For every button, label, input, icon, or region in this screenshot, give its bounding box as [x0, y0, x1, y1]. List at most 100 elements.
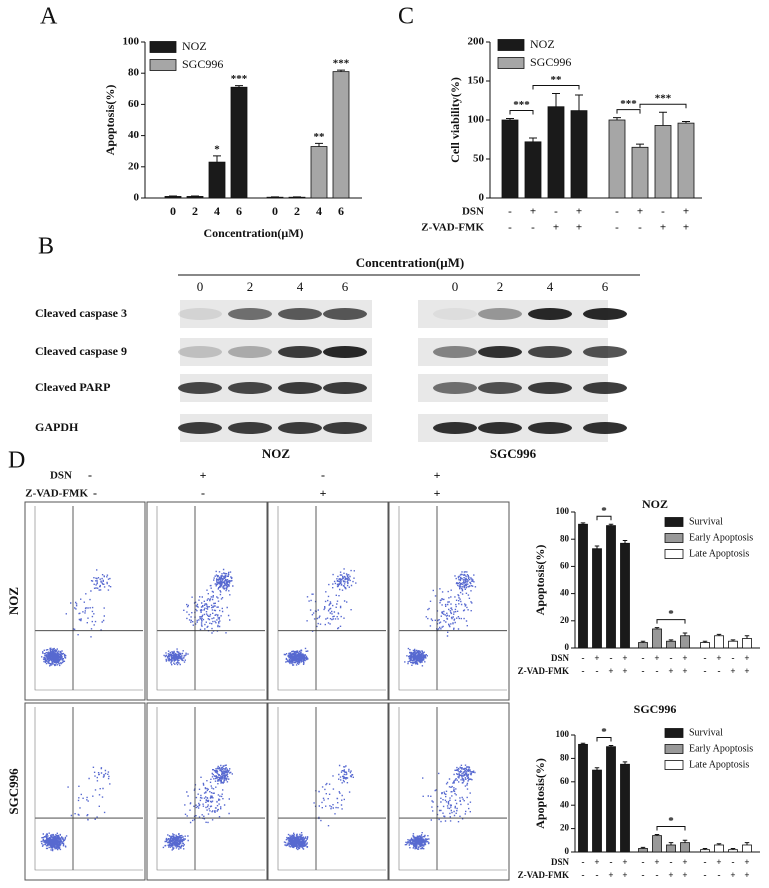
bar — [620, 542, 630, 649]
condition-sign: + — [654, 857, 659, 867]
condition-sign: - — [704, 870, 707, 880]
bar — [666, 640, 676, 649]
legend-swatch — [664, 533, 684, 543]
condition-sign: - — [615, 206, 619, 218]
bar — [501, 119, 519, 199]
condition-sign: - — [201, 486, 205, 500]
condition-sign: + — [434, 468, 441, 482]
bar — [620, 763, 630, 853]
significance-label: * — [601, 505, 607, 517]
flow-axes — [398, 506, 507, 691]
condition-sign: + — [622, 653, 627, 663]
flow-panel — [388, 702, 510, 881]
condition-sign: + — [682, 870, 687, 880]
error-bar — [580, 522, 586, 525]
error-bar — [622, 761, 628, 765]
y-tick-label: 20 — [560, 823, 570, 833]
panel-letter: A — [40, 4, 58, 30]
condition-sign: - — [508, 206, 512, 218]
condition-sign: - — [508, 222, 512, 234]
y-tick-label: 20 — [128, 160, 140, 172]
concentration-label: 4 — [297, 279, 304, 294]
flow-axes — [277, 506, 386, 691]
condition-sign: + — [744, 870, 749, 880]
concentration-label: 4 — [547, 279, 554, 294]
bar — [164, 196, 182, 199]
blot-band — [178, 308, 222, 320]
legend-swatch — [664, 728, 684, 738]
x-axis-label: Concentration(μM) — [203, 226, 303, 240]
quadrant-lines — [35, 506, 143, 690]
blot-band — [433, 308, 477, 320]
condition-name: Z-VAD-FMK — [25, 488, 88, 500]
condition-sign: - — [642, 870, 645, 880]
legend-swatch — [149, 41, 177, 53]
condition-sign: + — [622, 857, 627, 867]
error-bar — [552, 92, 560, 107]
concentration-label: 0 — [197, 279, 204, 294]
panel-letter: C — [398, 4, 414, 30]
condition-sign: + — [682, 666, 687, 676]
flow-panel — [24, 702, 146, 881]
flow-panel — [388, 501, 510, 701]
y-tick-label: 150 — [468, 75, 485, 87]
condition-sign: - — [582, 653, 585, 663]
flow-events — [163, 568, 234, 666]
blot-band — [583, 346, 627, 358]
condition-sign: + — [200, 468, 207, 482]
bar — [742, 638, 752, 649]
significance-bracket — [596, 515, 612, 521]
concentration-label: 6 — [602, 279, 609, 294]
condition-sign: - — [582, 870, 585, 880]
bar — [524, 141, 542, 199]
error-bar — [213, 155, 221, 163]
legend-swatch — [664, 517, 684, 527]
legend-swatch — [664, 549, 684, 559]
blot-band — [178, 422, 222, 434]
condition-sign: + — [576, 222, 582, 234]
flow-row-label: NOZ — [6, 587, 21, 616]
blot-band — [528, 308, 572, 320]
blot-band — [583, 382, 627, 394]
condition-sign: - — [661, 206, 665, 218]
significance-bracket — [616, 109, 641, 114]
condition-sign: - — [656, 870, 659, 880]
blot-band — [323, 382, 367, 394]
y-tick-label: 100 — [123, 36, 140, 48]
condition-sign: - — [615, 222, 619, 234]
condition-name: DSN — [50, 470, 72, 482]
legend-swatch — [664, 760, 684, 770]
flow-panel — [146, 702, 268, 881]
significance-label: ** — [551, 74, 563, 86]
bar — [700, 849, 710, 853]
y-tick-label: 20 — [560, 615, 570, 625]
bar — [714, 635, 724, 649]
y-tick-label: 50 — [473, 153, 485, 165]
significance-bracket — [532, 84, 580, 90]
y-tick-label: 60 — [128, 98, 140, 110]
bar — [592, 548, 602, 649]
condition-sign: - — [582, 857, 585, 867]
condition-sign: - — [642, 653, 645, 663]
legend-swatch — [497, 57, 525, 69]
significance-label: * — [668, 815, 674, 827]
condition-sign: + — [434, 486, 441, 500]
blot-row-label: GAPDH — [35, 420, 79, 434]
bar — [714, 844, 724, 853]
blot-band — [528, 382, 572, 394]
y-tick-label: 60 — [560, 560, 570, 570]
error-bar — [668, 842, 674, 845]
blot-band — [278, 422, 322, 434]
bar — [728, 849, 738, 853]
condition-sign: + — [576, 206, 582, 218]
condition-sign: - — [582, 666, 585, 676]
condition-sign: + — [622, 666, 627, 676]
condition-sign: + — [744, 653, 749, 663]
blot-band — [323, 308, 367, 320]
condition-sign: + — [668, 870, 673, 880]
concentration-label: 6 — [342, 279, 349, 294]
flow-events — [41, 569, 112, 667]
flow-row-label: SGC996 — [6, 768, 21, 815]
flow-axes — [34, 506, 143, 691]
bar — [310, 146, 328, 199]
